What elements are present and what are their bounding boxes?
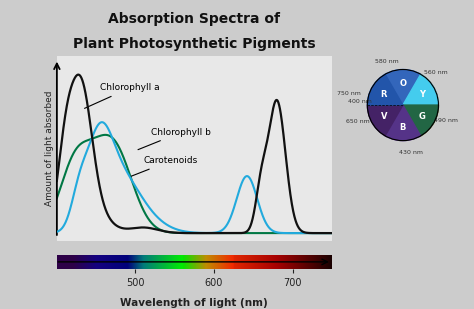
Text: Y: Y <box>419 90 425 99</box>
Text: 490 nm: 490 nm <box>434 118 458 123</box>
Text: B: B <box>400 123 406 132</box>
Text: V: V <box>381 112 387 121</box>
Text: Plant Photosynthetic Pigments: Plant Photosynthetic Pigments <box>73 37 316 51</box>
Wedge shape <box>367 74 403 105</box>
Wedge shape <box>403 74 438 105</box>
Text: O: O <box>400 78 406 87</box>
Wedge shape <box>385 70 421 105</box>
Wedge shape <box>403 74 438 136</box>
Text: 560 nm: 560 nm <box>424 70 447 75</box>
Wedge shape <box>403 105 438 136</box>
Text: Chlorophyll a: Chlorophyll a <box>84 83 160 108</box>
Text: R: R <box>381 90 387 99</box>
Wedge shape <box>385 105 421 141</box>
Text: G: G <box>419 112 426 121</box>
Text: 650 nm: 650 nm <box>346 119 370 124</box>
Wedge shape <box>367 105 403 136</box>
Text: 430 nm: 430 nm <box>399 150 423 155</box>
Text: 580 nm: 580 nm <box>375 59 399 64</box>
Text: Chlorophyll b: Chlorophyll b <box>138 128 211 150</box>
Text: 400 nm: 400 nm <box>348 99 372 104</box>
Y-axis label: Amount of light absorbed: Amount of light absorbed <box>45 91 54 206</box>
Text: Wavelength of light (nm): Wavelength of light (nm) <box>120 298 268 308</box>
Text: Absorption Spectra of: Absorption Spectra of <box>109 12 280 26</box>
Text: Carotenoids: Carotenoids <box>130 156 198 177</box>
Text: 750 nm: 750 nm <box>337 91 361 96</box>
